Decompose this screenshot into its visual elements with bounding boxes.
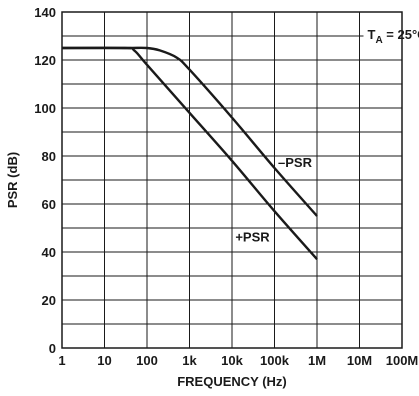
y-tick-label: 100	[34, 101, 56, 116]
x-tick-label: 10M	[347, 353, 372, 368]
x-tick-label: 1	[58, 353, 65, 368]
plot-frame	[61, 11, 403, 349]
series-labels: –PSR +PSR	[235, 155, 312, 244]
y-tick-label: 60	[42, 197, 56, 212]
y-tick-label: 40	[42, 245, 56, 260]
x-axis-title: FREQUENCY (Hz)	[177, 374, 287, 389]
y-tick-label: 20	[42, 293, 56, 308]
x-tick-labels: 1 10 100 1k 10k 100k 1M 10M 100M	[58, 353, 418, 368]
condition-annotation: TA = 25°C	[363, 22, 419, 46]
x-tick-label: 100M	[386, 353, 419, 368]
series-line-minus-psr	[61, 46, 318, 217]
x-tick-label: 100k	[260, 353, 290, 368]
y-tick-label: 80	[42, 149, 56, 164]
series-lines	[61, 46, 318, 260]
x-tick-label: 1M	[308, 353, 326, 368]
x-tick-label: 10	[97, 353, 111, 368]
y-tick-labels: 0 20 40 60 80 100 120 140	[34, 5, 56, 356]
x-tick-label: 100	[136, 353, 158, 368]
annotation-background	[363, 22, 419, 46]
series-label-minus-psr: –PSR	[278, 155, 313, 170]
y-tick-label: 0	[49, 341, 56, 356]
series-line-plus-psr	[61, 46, 318, 260]
series-label-plus-psr: +PSR	[235, 229, 270, 244]
y-tick-label: 140	[34, 5, 56, 20]
y-tick-label: 120	[34, 53, 56, 68]
grid	[61, 11, 403, 349]
x-tick-label: 10k	[221, 353, 243, 368]
x-tick-label: 1k	[182, 353, 197, 368]
y-axis-title: PSR (dB)	[5, 152, 20, 208]
temperature-annotation: TA = 25°C	[368, 27, 419, 46]
